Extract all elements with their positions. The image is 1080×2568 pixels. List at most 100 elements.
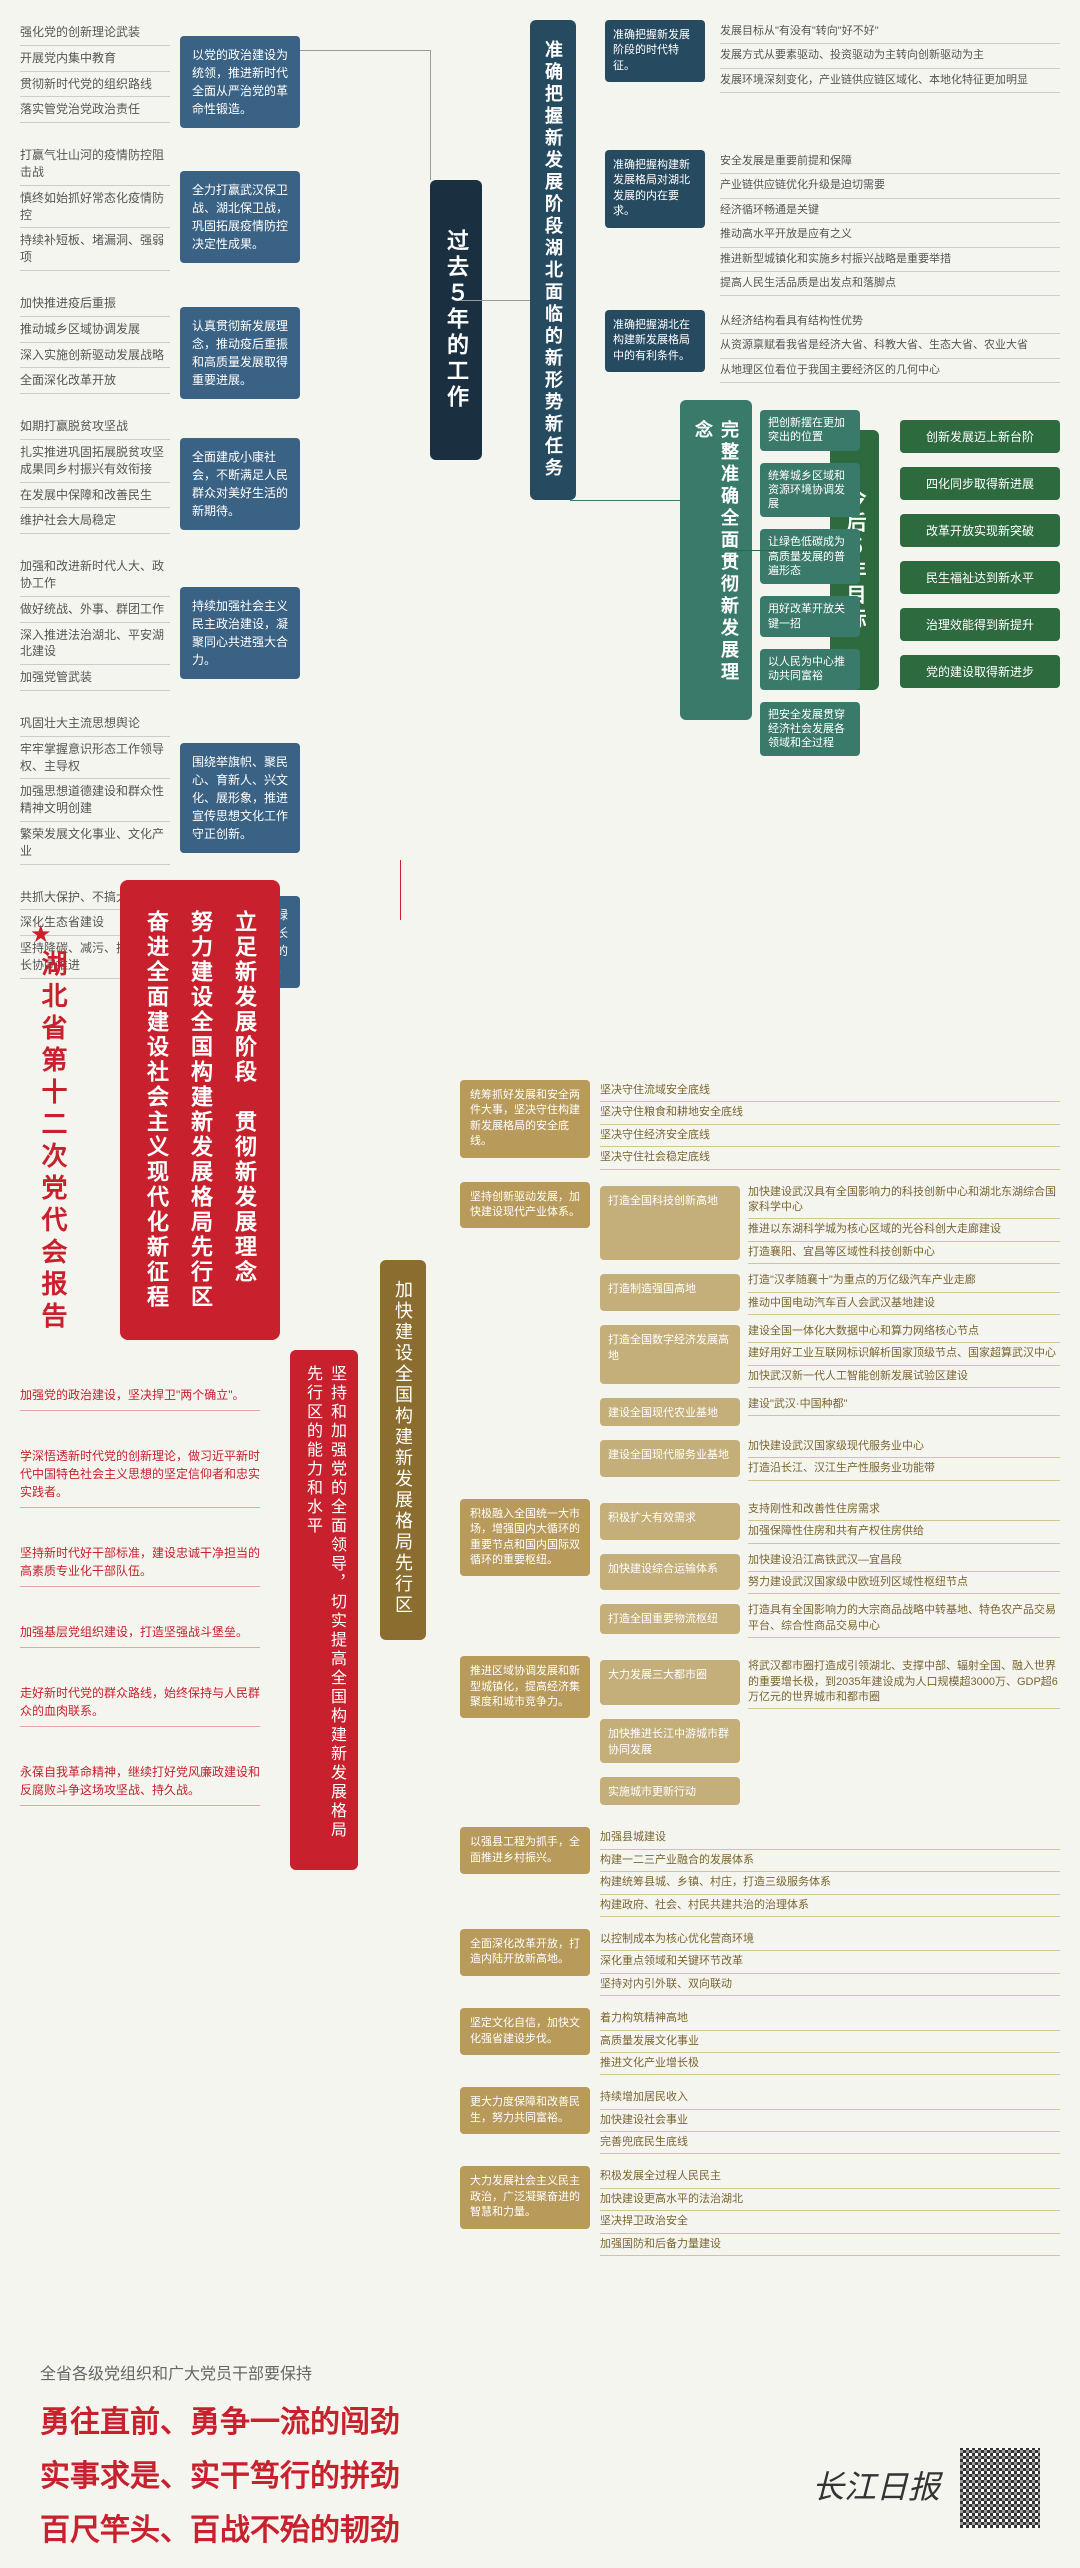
teal-box: 用好改革开放关键一招 [760, 596, 860, 637]
green-goal: 治理效能得到新提升 [900, 608, 1060, 641]
tan-item: 坚决守住流域安全底线 [600, 1080, 1060, 1102]
red-item: 加强党的政治建设，坚决捍卫"两个确立"。 [20, 1380, 260, 1411]
green-goal: 党的建设取得新进步 [900, 655, 1060, 688]
sub-brown-box: 打造全国科技创新高地 [600, 1186, 740, 1261]
tan-item: 打造具有全国影响力的大宗商品战略中转基地、特色农产品交易平台、综合性商品交易中心 [748, 1600, 1060, 1638]
brown-box: 大力发展社会主义民主政治，广泛凝聚奋进的智慧和力量。 [460, 2166, 590, 2228]
blue-box: 围绕举旗帜、聚民心、育新人、兴文化、展形象，推进宣传思想文化工作守正创新。 [180, 743, 300, 853]
tan-item: 推进以东湖科学城为核心区域的光谷科创大走廊建设 [748, 1219, 1060, 1241]
vbar-pioneer-zone: 加快建设全国构建新发展格局先行区 [380, 1260, 426, 1640]
green-goal: 四化同步取得新进展 [900, 467, 1060, 500]
tan-item: 加快建设沿江高铁武汉—宜昌段 [748, 1550, 1060, 1572]
sub-brown-box: 加快建设综合运输体系 [600, 1554, 740, 1591]
tan-item: 坚决守住粮食和耕地安全底线 [600, 1102, 1060, 1124]
tan-item: 坚持对内引外联、双向联动 [600, 1974, 1060, 1996]
brown-section: 统筹抓好发展和安全两件大事，坚决守住构建新发展格局的安全底线。坚决守住流域安全底… [460, 1080, 1060, 2268]
tan-item: 推动中国电动汽车百人会武汉基地建设 [748, 1293, 1060, 1315]
teal-box: 以人民为中心推动共同富裕 [760, 649, 860, 690]
blue-box: 全面建成小康社会，不断满足人民群众对美好生活的新期待。 [180, 438, 300, 530]
grey-item: 加强和改进新时代人大、政协工作 [20, 554, 170, 597]
bottom-slogan-2: 实事求是、实干笃行的拼劲 [40, 2450, 740, 2504]
grey-item: 深入实施创新驱动发展战略 [20, 343, 170, 369]
bottom-slogan-1: 勇往直前、勇争一流的闯劲 [40, 2396, 740, 2450]
lower-left-column: 加强党的政治建设，坚决捍卫"两个确立"。学深悟透新时代党的创新理论，做习近平新时… [20, 1380, 260, 1836]
grey-item: 推动城乡区域协调发展 [20, 317, 170, 343]
detail-item: 发展环境深刻变化，产业链供应链区域化、本地化特征更加明显 [720, 69, 1060, 93]
grey-item: 深入推进法治湖北、平安湖北建设 [20, 623, 170, 666]
tan-item: 坚决捍卫政治安全 [600, 2211, 1060, 2233]
tan-item: 加快建设武汉具有全国影响力的科技创新中心和湖北东湖综合国家科学中心 [748, 1182, 1060, 1220]
report-title: 湖北省第十二次党代会报告 [35, 950, 72, 1334]
grey-item: 在发展中保障和改善民生 [20, 483, 170, 509]
detail-item: 从地理区位看位于我国主要经济区的几何中心 [720, 359, 1060, 383]
navy-box: 准确把握湖北在构建新发展格局中的有利条件。 [605, 310, 705, 372]
grey-item: 强化党的创新理论武装 [20, 20, 170, 46]
brown-box: 推进区域协调发展和新型城镇化，提高经济集聚度和城市竞争力。 [460, 1656, 590, 1718]
brown-box: 积极融入全国统一大市场，增强国内大循环的重要节点和国内国际双循环的重要枢纽。 [460, 1499, 590, 1577]
tan-item: 加强县城建设 [600, 1827, 1060, 1849]
vbar-new-concept: 完整准确全面贯彻新发展理念 [680, 400, 752, 720]
tan-item: 构建一二三产业融合的发展体系 [600, 1850, 1060, 1872]
grey-item: 如期打赢脱贫攻坚战 [20, 414, 170, 440]
navy-box: 准确把握构建新发展格局对湖北发展的内在要求。 [605, 150, 705, 228]
tan-item: 坚决守住经济安全底线 [600, 1125, 1060, 1147]
tan-item: 构建政府、社会、村民共建共治的治理体系 [600, 1895, 1060, 1917]
grey-item: 维护社会大局稳定 [20, 508, 170, 534]
tan-item: 以控制成本为核心优化营商环境 [600, 1929, 1060, 1951]
vbar-party-leadership: 坚持和加强党的全面领导，切实提高全国构建新发展格局先行区的能力和水平 [290, 1350, 358, 1870]
brown-box: 坚定文化自信，加快文化强省建设步伐。 [460, 2008, 590, 2055]
grey-item: 加强党管武装 [20, 665, 170, 691]
tan-item: 打造沿长江、汉江生产性服务业功能带 [748, 1458, 1060, 1480]
detail-item: 提高人民生活品质是出发点和落脚点 [720, 272, 1060, 296]
bottom-text: 全省各级党组织和广大党员干部要保持 勇往直前、勇争一流的闯劲 实事求是、实干笃行… [40, 2360, 740, 2558]
grey-item: 落实管党治党政治责任 [20, 97, 170, 123]
detail-item: 安全发展是重要前提和保障 [720, 150, 1060, 174]
red-item: 坚持新时代好干部标准，建设忠诚干净担当的高素质专业化干部队伍。 [20, 1538, 260, 1587]
tan-item: 推进文化产业增长极 [600, 2053, 1060, 2075]
vbar-new-situation: 准确把握新发展阶段湖北面临的新形势新任务 [530, 20, 576, 500]
brown-box: 全面深化改革开放，打造内陆开放新高地。 [460, 1929, 590, 1976]
teal-box: 把安全发展贯穿经济社会发展各领域和全过程 [760, 702, 860, 757]
blue-box: 持续加强社会主义民主政治建设，凝聚同心共进强大合力。 [180, 587, 300, 679]
sub-brown-box: 实施城市更新行动 [600, 1777, 740, 1805]
red-item: 走好新时代党的群众路线，始终保持与人民群众的血肉联系。 [20, 1678, 260, 1727]
green-goals: 创新发展迈上新台阶四化同步取得新进展改革开放实现新突破民生福祉达到新水平治理效能… [900, 420, 1060, 702]
sub-brown-box: 大力发展三大都市圈 [600, 1660, 740, 1705]
detail-item: 推动高水平开放是应有之义 [720, 223, 1060, 247]
tan-item: 加强国防和后备力量建设 [600, 2234, 1060, 2256]
top-left-column: 强化党的创新理论武装开展党内集中教育贯彻新时代党的组织路线落实管党治党政治责任以… [20, 20, 300, 999]
teal-box: 统筹城乡区域和资源环境协调发展 [760, 463, 860, 518]
green-goal: 创新发展迈上新台阶 [900, 420, 1060, 453]
blue-box: 以党的政治建设为统领，推进新时代全面从严治党的革命性锻造。 [180, 36, 300, 128]
tan-item: 建好用好工业互联网标识解析国家顶级节点、国家超算武汉中心 [748, 1343, 1060, 1365]
grey-item: 加快推进疫后重振 [20, 291, 170, 317]
detail-item: 发展目标从"有没有"转向"好不好" [720, 20, 1060, 44]
tan-item: 打造"汉孝随襄十"为重点的万亿级汽车产业走廊 [748, 1270, 1060, 1292]
tan-item: 打造襄阳、宜昌等区域性科技创新中心 [748, 1242, 1060, 1264]
green-goal: 民生福祉达到新水平 [900, 561, 1060, 594]
green-goal: 改革开放实现新突破 [900, 514, 1060, 547]
sub-brown-box: 建设全国现代农业基地 [600, 1398, 740, 1426]
brown-box: 统筹抓好发展和安全两件大事，坚决守住构建新发展格局的安全底线。 [460, 1080, 590, 1158]
grey-item: 持续补短板、堵漏洞、强弱项 [20, 228, 170, 271]
red-headline: 奋进全面建设社会主义现代化新征程 [140, 910, 172, 1310]
red-item: 学深悟透新时代党的创新理论，做习近平新时代中国特色社会主义思想的坚定信仰者和忠实… [20, 1441, 260, 1508]
teal-box: 让绿色低碳成为高质量发展的普遍形态 [760, 529, 860, 584]
detail-item: 从经济结构看具有结构性优势 [720, 310, 1060, 334]
bottom-intro: 全省各级党组织和广大党员干部要保持 [40, 2360, 740, 2384]
tan-item: 高质量发展文化事业 [600, 2031, 1060, 2053]
tan-item: 加快建设更高水平的法治湖北 [600, 2189, 1060, 2211]
blue-box: 全力打赢武汉保卫战、湖北保卫战，巩固拓展疫情防控决定性成果。 [180, 171, 300, 263]
tan-item: 积极发展全过程人民民主 [600, 2166, 1060, 2188]
infographic-container: 强化党的创新理论武装开展党内集中教育贯彻新时代党的组织路线落实管党治党政治责任以… [0, 0, 1080, 2568]
detail-item: 经济循环畅通是关键 [720, 199, 1060, 223]
detail-item: 推进新型城镇化和实施乡村振兴战略是重要举措 [720, 248, 1060, 272]
tan-item: 加快建设武汉国家级现代服务业中心 [748, 1436, 1060, 1458]
sub-brown-box: 打造制造强国高地 [600, 1274, 740, 1311]
navy-box: 准确把握新发展阶段的时代特征。 [605, 20, 705, 82]
tan-item: 构建统筹县城、乡镇、村庄，打造三级服务体系 [600, 1872, 1060, 1894]
detail-item: 发展方式从要素驱动、投资驱动为主转向创新驱动为主 [720, 44, 1060, 68]
bottom-slogan-3: 百尺竿头、百战不殆的韧劲 [40, 2504, 740, 2558]
tan-item: 建设"武汉·中国种都" [748, 1394, 1060, 1416]
tan-item: 加快武汉新一代人工智能创新发展试验区建设 [748, 1366, 1060, 1388]
